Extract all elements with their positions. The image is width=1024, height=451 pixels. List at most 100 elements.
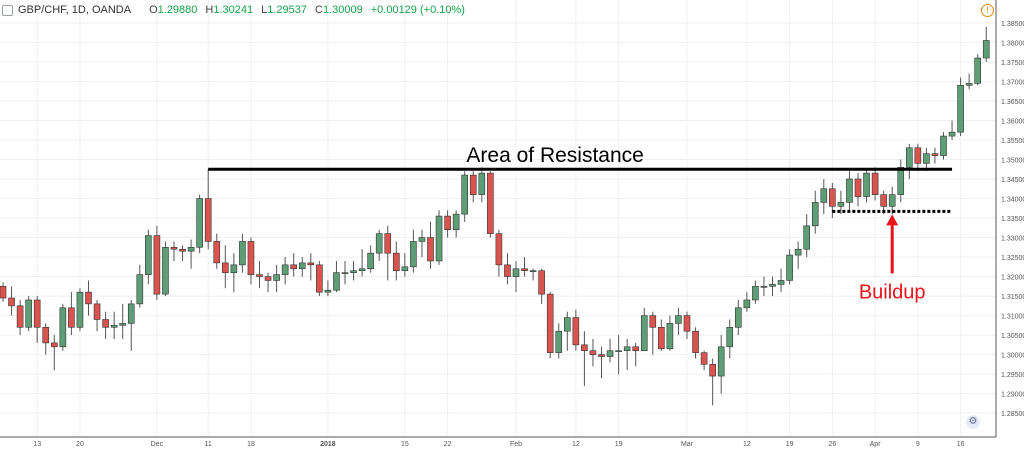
checkbox-icon[interactable] [2,4,13,16]
candle [512,260,520,293]
candle [846,171,853,211]
candle-body [8,297,15,307]
candle-body [76,291,84,328]
y-tick-label: 1.32000 [1001,275,1024,282]
candle [974,54,982,86]
candle [25,296,32,332]
candle-body [452,213,460,231]
candle [324,280,332,297]
candle-body [102,319,109,328]
candle-body [0,286,7,299]
candle [367,245,374,273]
candle-body [777,280,785,285]
candle [794,241,802,269]
candle-body [512,268,520,277]
candle [982,26,990,62]
candle [743,292,751,312]
y-tick-label: 1.38000 [1001,40,1024,47]
y-tick-label: 1.36000 [1001,118,1024,125]
candle [555,323,563,359]
low-value: 1.29537 [267,4,308,16]
candle-body [93,303,101,320]
candle [786,249,793,285]
candle-body [863,172,870,197]
candle [179,245,186,261]
candle [572,309,580,351]
chart-header: GBP/CHF, 1D, OANDA O 1.29880 H 1.30241 L… [2,2,465,18]
candle [931,147,939,164]
candle-body [846,178,853,203]
candle-body [435,215,443,262]
candle-body [948,131,956,137]
candle-body [298,262,306,270]
candle [726,319,734,359]
candle-body [247,241,255,275]
candle [230,253,238,293]
candle [940,132,947,160]
candle [8,286,15,316]
candle [803,214,811,258]
candle-body [384,233,392,254]
candle-body [546,293,554,353]
candle [888,186,896,215]
resistance-label: Area of Resistance [466,144,643,167]
gear-icon[interactable]: ⚙ [966,415,980,429]
candle-body [820,188,828,203]
candle [0,282,7,302]
candle [905,143,913,179]
candle [563,311,571,351]
candle-body [25,299,32,328]
candle-body [204,198,212,242]
candle [521,257,528,277]
candle-body [974,57,982,84]
candle-body [555,330,563,353]
candle [264,272,272,293]
y-tick-label: 1.37000 [1001,79,1024,86]
candle [127,299,135,351]
y-tick-label: 1.29000 [1001,392,1024,399]
candle [658,319,665,351]
candle-body [213,241,221,264]
candle [709,358,716,406]
candle-body [170,246,178,250]
candle-body [239,241,246,266]
candle-body [803,225,811,250]
candle [290,253,298,277]
candle [897,159,905,203]
y-tick-label: 1.30500 [1001,333,1024,340]
low-label: L [261,4,268,16]
candle [546,292,554,359]
candles [0,26,990,406]
candle [93,299,101,332]
candle-body [734,307,742,328]
candle [820,179,828,215]
alert-icon[interactable]: ! [981,4,994,17]
candle-body [871,172,879,195]
candle-body [606,350,614,357]
x-tick-label: Feb [510,441,522,448]
candle [392,241,400,281]
candle [623,339,631,371]
candle [452,210,460,238]
candle-body [153,235,161,295]
candle-body [222,262,229,273]
candle-body [957,85,964,133]
candle-body [469,174,477,195]
candle [683,311,691,339]
candle [410,229,417,273]
x-tick-label: 12 [743,441,751,448]
x-tick-label: 2018 [320,441,336,448]
candle [469,171,477,203]
candle [495,229,503,277]
candle-body [401,266,409,272]
x-tick-label: 22 [444,441,452,448]
candle [769,276,776,297]
y-tick-label: 1.35500 [1001,138,1024,145]
y-tick-label: 1.29500 [1001,372,1024,379]
candle [606,339,614,363]
candle [281,257,289,285]
candle-body [444,215,451,231]
candle [777,268,785,293]
candle [247,237,255,285]
